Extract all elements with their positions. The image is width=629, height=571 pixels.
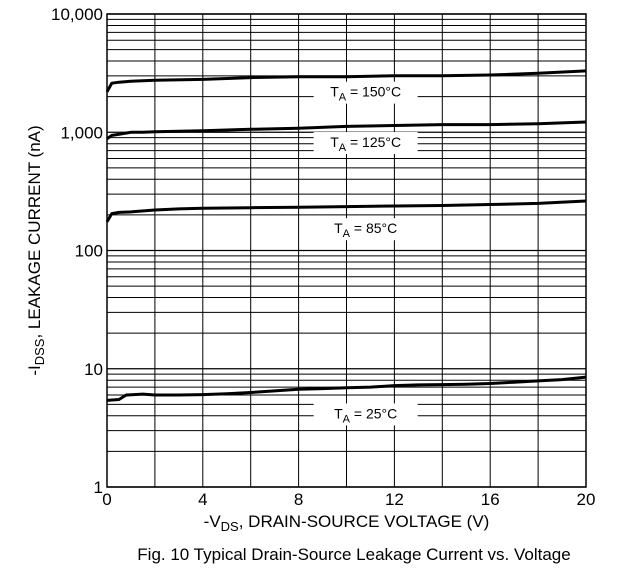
series-label-bg-3 (313, 403, 418, 426)
y-axis-title: -IDSS, LEAKAGE CURRENT (nA) (25, 125, 47, 375)
series-line-1 (106, 120, 587, 141)
series-label-3: TA = 25°C (334, 405, 397, 425)
x-tick-label: 12 (385, 490, 404, 509)
series-label-bg-1 (313, 132, 418, 155)
x-tick-label: 16 (481, 490, 500, 509)
x-tick-label: 0 (102, 490, 111, 509)
y-tick-label: 10,000 (51, 5, 103, 24)
y-tick-label: 1,000 (60, 123, 103, 142)
series-line-0 (105, 69, 587, 93)
series-label-1: TA = 125°C (330, 134, 401, 154)
figure-caption: Fig. 10 Typical Drain-Source Leakage Cur… (137, 545, 570, 564)
x-tick-label: 20 (577, 490, 596, 509)
label-layer: TA = 150°C TA = 125°C TA = 85°C TA = 25°C (313, 81, 418, 426)
x-tick-label: 4 (198, 490, 207, 509)
y-tick-label: 100 (75, 242, 103, 261)
y-tick-label: 10 (84, 360, 103, 379)
series-label-2: TA = 85°C (334, 220, 397, 240)
tick-layer: 0 4 8 12 16 20 1 10 100 1,000 10,000 -VDS, DRAIN-SO… (25, 5, 595, 534)
x-tick-label: 8 (294, 490, 303, 509)
x-axis-title: -VDS, DRAIN-SOURCE VOLTAGE (V) (204, 512, 490, 534)
series-line-2 (105, 199, 587, 223)
y-tick-label: 1 (94, 478, 103, 497)
series-layer (105, 69, 587, 402)
series-label-0: TA = 150°C (330, 84, 401, 104)
series-label-bg-2 (313, 218, 418, 241)
plot-frame (106, 13, 587, 488)
series-label-bg-0 (313, 81, 418, 104)
series-line-3 (106, 375, 587, 402)
